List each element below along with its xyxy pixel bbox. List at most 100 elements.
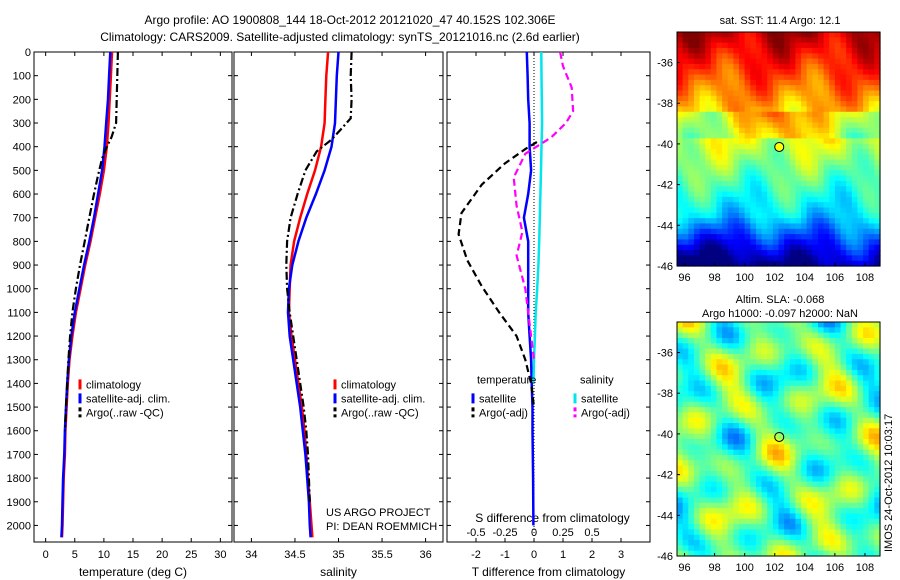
sla_map-cell	[682, 545, 689, 552]
sla_map-cell	[834, 465, 842, 472]
sst_map-cell	[812, 186, 819, 193]
sla_map-cell	[868, 417, 875, 424]
sst_map-cell	[710, 69, 718, 76]
sst_map-cell	[722, 234, 729, 241]
sla_map-cell	[750, 476, 757, 483]
sst_map-cell	[857, 170, 864, 177]
sla_map-cell	[761, 470, 768, 477]
sla_map-cell	[851, 513, 859, 520]
sst_map-cell	[699, 149, 706, 155]
sla_map-cell	[710, 407, 718, 414]
sla_map-cell	[727, 412, 734, 419]
sst_map-cell	[716, 37, 723, 44]
sst_map-cell	[806, 127, 813, 134]
sst_map-cell	[784, 133, 791, 139]
sla_map-cell	[722, 412, 729, 419]
sst_map-cell	[840, 90, 847, 97]
sst_map-cell	[693, 250, 701, 256]
sst_map-cell	[761, 223, 768, 230]
sla_map-cell	[806, 439, 813, 445]
sst_map-cell	[857, 37, 864, 44]
sla_map-cell	[823, 444, 830, 451]
sla_map-cell	[829, 412, 836, 419]
sla_map-cell	[744, 401, 751, 408]
sst_map-cell	[688, 180, 695, 187]
sst_map-cell	[874, 149, 881, 155]
sla_map-cell	[761, 364, 768, 371]
sla_map-cell	[812, 486, 819, 493]
sst_map-cell	[834, 42, 842, 49]
sst_map-cell	[840, 149, 847, 155]
sst_map-cell	[784, 250, 791, 256]
sla_map-cell	[772, 454, 780, 461]
sst_map-cell	[733, 117, 740, 124]
sst_map-cell	[750, 191, 757, 198]
sla_map-cell	[784, 460, 791, 467]
sst_map-cell	[755, 133, 763, 139]
sst_map-cell	[784, 212, 791, 219]
sst_map-cell	[874, 159, 881, 166]
sst_map-cell	[846, 95, 853, 102]
sst_map-cell	[801, 260, 808, 267]
sst_map-cell	[857, 90, 864, 97]
sst_map-cell	[755, 117, 763, 124]
sst_map-cell	[846, 218, 853, 225]
sst_map-cell	[795, 191, 802, 198]
sst_map-cell	[739, 175, 746, 182]
sla_map-cell	[801, 375, 808, 382]
sla_map-cell	[817, 396, 825, 403]
sst_map-cell	[840, 228, 847, 235]
sla_map-cell	[823, 412, 830, 419]
sst_map-cell	[755, 79, 763, 86]
sst_map-cell	[868, 180, 875, 187]
sla_map-cell	[834, 518, 842, 525]
sst_map-cell	[710, 159, 718, 166]
sst_map-cell	[739, 85, 746, 92]
sla_map-cell	[834, 332, 842, 339]
sla_map-cell	[761, 369, 768, 376]
sst_map-cell	[778, 149, 785, 155]
sst_map-cell	[733, 53, 740, 60]
sst_map-cell	[863, 180, 870, 187]
sla_map-cell	[806, 497, 813, 504]
sla_map-cell	[823, 534, 830, 541]
sst_map-cell	[727, 218, 734, 225]
sst_map-cell	[874, 196, 881, 203]
sla_map-cell	[727, 470, 734, 477]
sla_map-cell	[755, 364, 763, 371]
sla_map-cell	[739, 476, 746, 483]
sst_map-cell	[834, 164, 842, 171]
sla_map-cell	[823, 407, 830, 414]
salinity-diff-tick-label: -0.25	[492, 527, 517, 539]
sst_map-cell	[840, 117, 847, 124]
sla_map-cell	[868, 407, 875, 414]
sst_map-cell	[733, 250, 740, 256]
sst_map-cell	[874, 170, 881, 177]
sst_map-cell	[874, 90, 881, 97]
sla_map-cell	[716, 417, 723, 424]
sla_map-cell	[710, 322, 718, 328]
sla_map-cell	[840, 433, 847, 440]
sla_map-cell	[755, 375, 763, 382]
sla_map-cell	[705, 417, 712, 424]
sst_map-cell	[868, 58, 875, 65]
sst_map-cell	[772, 250, 780, 256]
sst_map-cell	[868, 228, 875, 235]
sst_map-cell	[868, 74, 875, 81]
sst_map-cell	[840, 42, 847, 49]
sla_map-cell	[682, 417, 689, 424]
sla_map-cell	[716, 332, 723, 339]
sla_map-cell	[727, 492, 734, 499]
sst_map-cell	[682, 234, 689, 241]
sla_map-cell	[801, 348, 808, 355]
sla_map-cell	[688, 470, 695, 477]
sst_map-cell	[784, 170, 791, 177]
sst_map-cell	[699, 79, 706, 86]
sst_map-cell	[677, 58, 684, 65]
sst_map-cell	[846, 234, 853, 241]
sst_map-cell	[857, 69, 864, 76]
sla_map-cell	[846, 359, 853, 366]
sst_map-cell	[863, 191, 870, 198]
sst_map-cell	[772, 101, 780, 108]
sst_map-cell	[829, 260, 836, 267]
